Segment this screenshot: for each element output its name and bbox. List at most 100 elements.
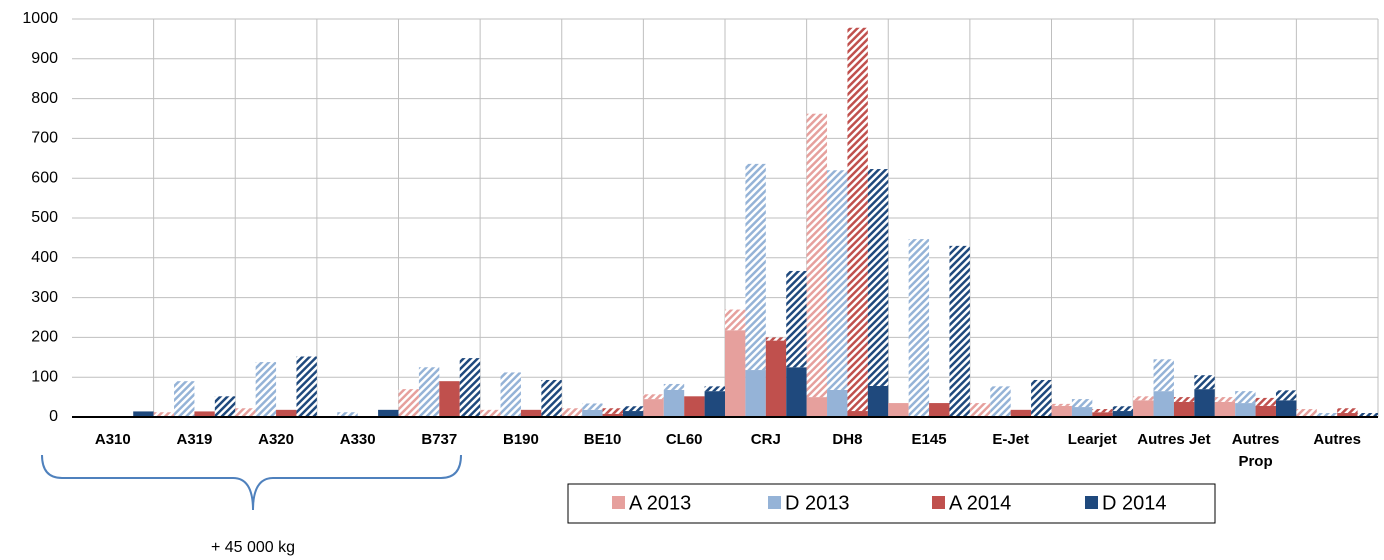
y-tick-label: 0 <box>49 408 58 425</box>
legend-label: A 2014 <box>949 492 1011 514</box>
x-tick-label: DH8 <box>832 431 863 448</box>
y-tick-label: 800 <box>31 90 58 107</box>
bar-solid <box>378 409 399 417</box>
x-tick-label: B190 <box>503 431 539 448</box>
legend-swatch <box>932 496 945 509</box>
bar-hatched <box>174 381 195 417</box>
bar-hatched <box>235 408 256 417</box>
bar-solid <box>1112 411 1134 417</box>
x-tick-label: E-Jet <box>992 431 1030 448</box>
y-tick-label: 600 <box>31 169 58 186</box>
bar-solid <box>745 370 766 417</box>
legend-label: A 2013 <box>629 492 691 514</box>
x-tick-label: A330 <box>339 431 376 448</box>
bar-hatched <box>622 406 644 412</box>
y-tick-label: 900 <box>31 50 58 67</box>
bar-solid <box>1214 401 1236 417</box>
bar-solid <box>847 411 868 417</box>
bar-solid <box>194 411 215 417</box>
bar-hatched <box>1173 397 1195 402</box>
bar-hatched <box>1214 397 1236 402</box>
x-tick-label: CL60 <box>665 431 703 448</box>
bar-solid <box>1133 400 1154 417</box>
y-tick-label: 500 <box>31 209 58 226</box>
bar-hatched <box>908 239 930 417</box>
bar-hatched <box>765 337 787 341</box>
bar-solid <box>1194 389 1215 417</box>
bar-hatched <box>867 169 889 386</box>
bar-solid <box>929 403 950 417</box>
bar-hatched <box>827 170 848 390</box>
bar-solid <box>622 411 644 417</box>
bar-solid <box>643 399 664 417</box>
bar-hatched <box>1092 409 1113 413</box>
bar-hatched <box>398 389 419 417</box>
bar-hatched <box>153 412 175 417</box>
bracket <box>41 454 462 511</box>
legend-swatch <box>1085 496 1098 509</box>
bar-hatched <box>1133 396 1154 401</box>
bar-solid <box>1235 403 1256 417</box>
x-tick-label: B737 <box>421 431 458 448</box>
legend-swatch <box>612 496 625 509</box>
bar-hatched <box>500 372 521 417</box>
bar-solid <box>827 389 848 417</box>
y-tick-label: 400 <box>31 249 58 266</box>
bar-solid <box>133 411 154 417</box>
x-tick-label: BE10 <box>583 431 622 448</box>
bar-hatched <box>1031 379 1052 417</box>
bar-hatched <box>786 270 807 368</box>
bar-solid <box>1010 409 1032 417</box>
bar-hatched <box>561 408 583 417</box>
bar-hatched <box>480 409 501 417</box>
bar-solid <box>1092 412 1113 417</box>
bar-hatched <box>663 383 685 390</box>
bar-solid <box>1275 400 1297 417</box>
bar-hatched <box>1194 375 1215 390</box>
bar-hatched <box>969 403 991 417</box>
bar-solid <box>1051 405 1072 417</box>
x-tick-label: Autres Prop <box>1231 431 1280 470</box>
bar-hatched <box>643 394 664 400</box>
bar-hatched <box>1235 391 1256 404</box>
y-tick-label: 100 <box>31 368 58 385</box>
bar-solid <box>1337 413 1358 417</box>
bar-hatched <box>602 408 623 414</box>
bar-hatched <box>1255 397 1276 406</box>
y-tick-label: 700 <box>31 130 58 147</box>
x-tick-label: A320 <box>258 431 294 448</box>
bar-hatched <box>337 412 358 417</box>
bar-hatched <box>296 356 317 417</box>
bar-hatched <box>847 27 868 412</box>
x-tick-label: A319 <box>176 431 213 448</box>
x-tick-label: Learjet <box>1067 431 1117 448</box>
bar-hatched <box>1275 390 1297 401</box>
bar-hatched <box>255 362 277 417</box>
bar-hatched <box>745 163 766 371</box>
bar-hatched <box>990 386 1011 417</box>
bar-hatched <box>418 367 440 417</box>
x-tick-label: Autres <box>1313 431 1361 448</box>
bar-hatched <box>725 309 746 331</box>
bar-solid <box>725 330 746 417</box>
bar-hatched <box>949 245 970 417</box>
bar-solid <box>704 391 725 417</box>
x-tick-label: CRJ <box>750 431 781 448</box>
bar-hatched <box>1357 413 1378 417</box>
bar-hatched <box>541 379 562 417</box>
bar-solid <box>867 385 889 417</box>
bar-solid <box>582 409 603 417</box>
bar-solid <box>663 389 685 417</box>
bar-solid <box>1153 391 1174 417</box>
bar-solid <box>276 409 297 417</box>
bar-solid <box>602 413 623 417</box>
y-tick-label: 200 <box>31 329 58 346</box>
bar-hatched <box>214 396 236 417</box>
bar-hatched <box>704 386 725 392</box>
bar-solid <box>520 409 542 417</box>
bar-hatched <box>1071 399 1093 408</box>
annotation: + 45 000 kg <box>211 539 295 556</box>
bar-solid <box>806 397 828 417</box>
